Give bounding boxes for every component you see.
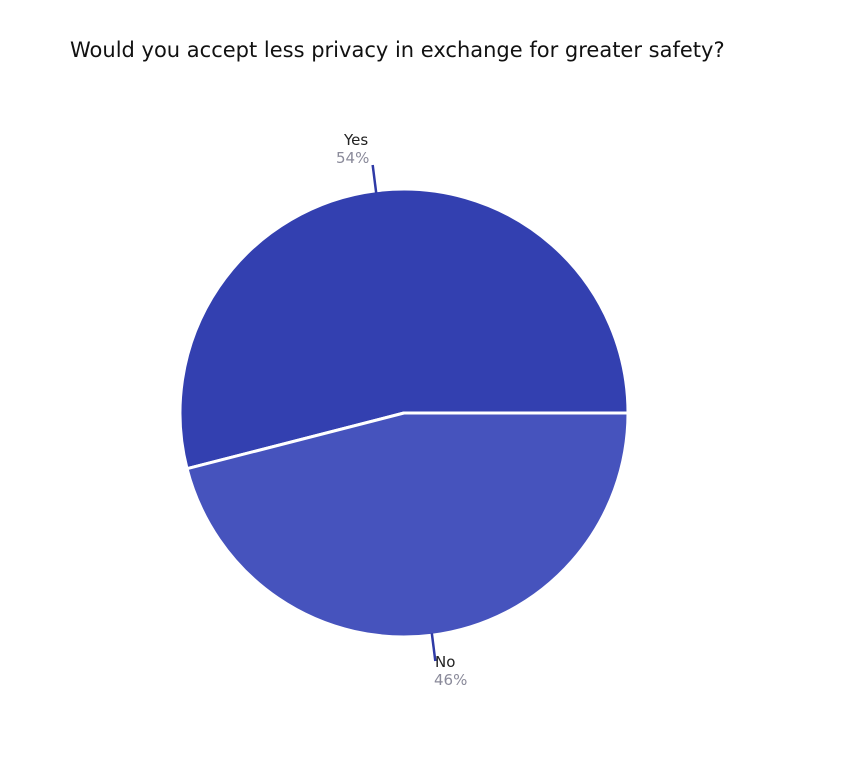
slice-label-yes: Yes [343,131,368,149]
chart-title: Would you accept less privacy in exchang… [70,38,725,62]
slice-percent-no: 46% [434,671,467,689]
slice-percent-yes: 54% [336,149,369,167]
leader-lines [371,164,437,662]
slice-label-no: No [435,653,455,671]
pie-slices [178,187,630,639]
leader-line-no [430,633,437,662]
leader-line-yes [371,164,378,193]
